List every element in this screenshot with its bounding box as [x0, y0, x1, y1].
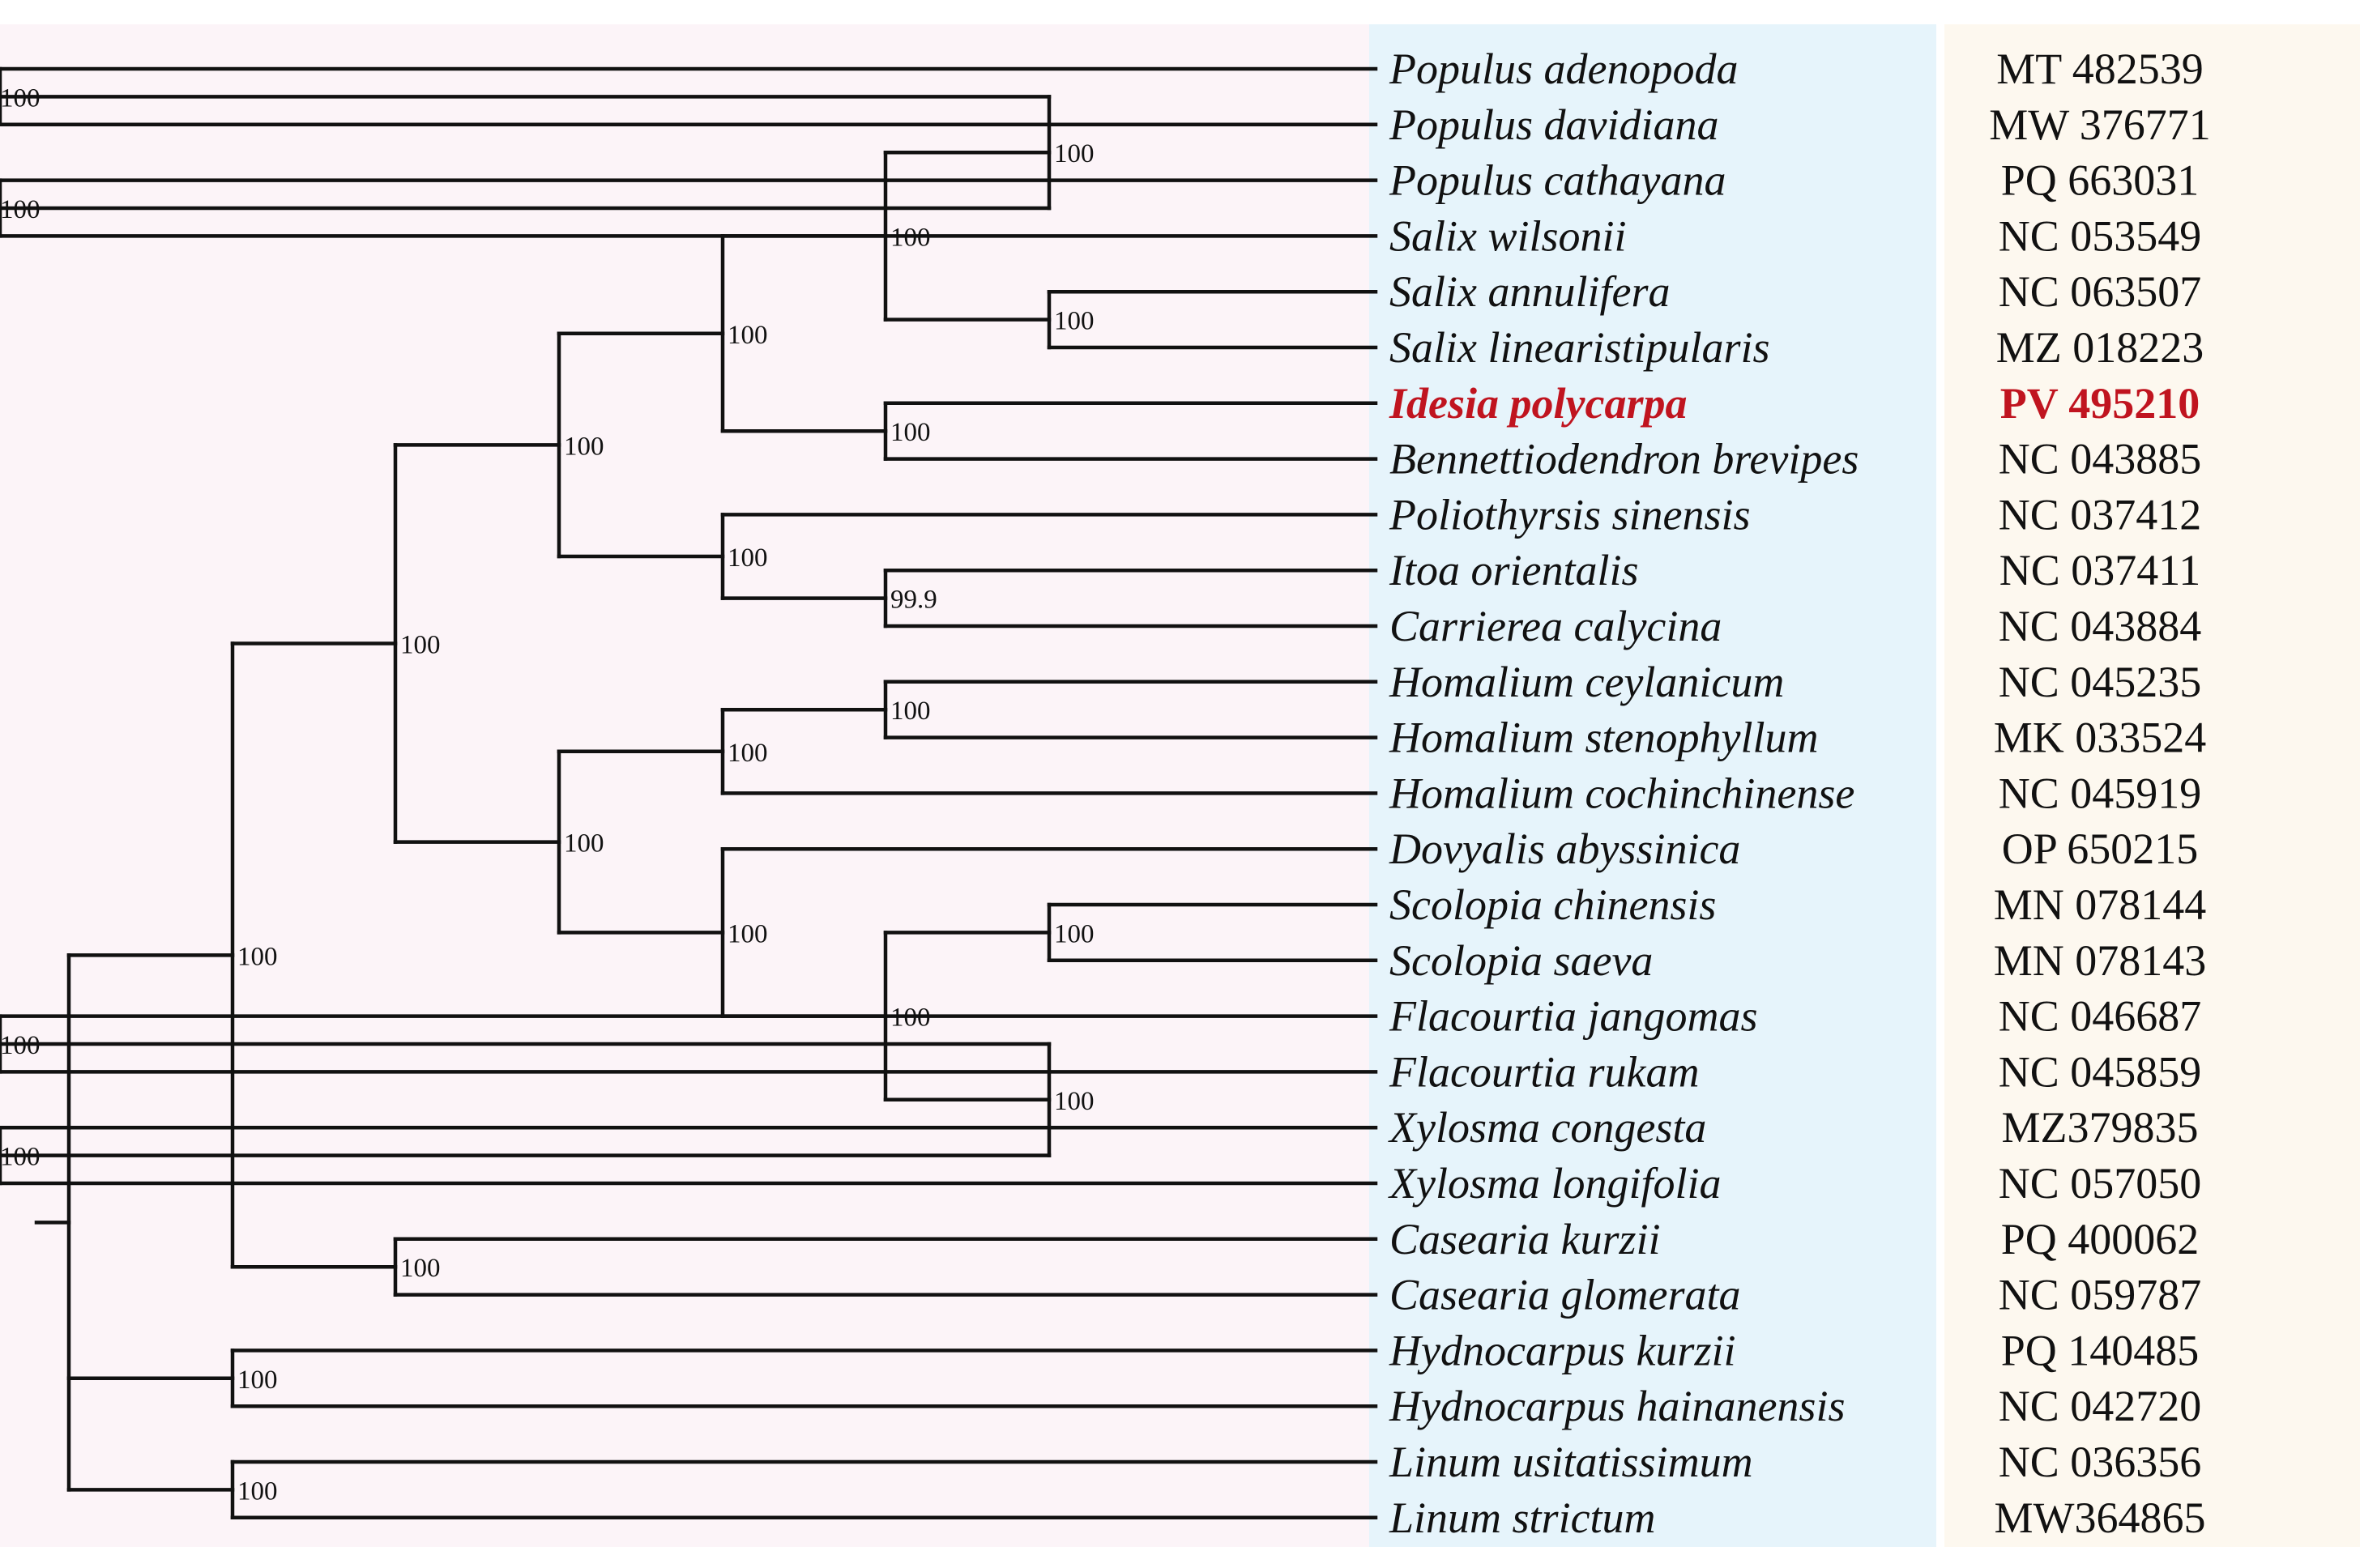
taxon-label: Bennettiodendron brevipes: [1389, 435, 1859, 484]
bootstrap-value: 100: [237, 1476, 278, 1506]
accession-label: PQ 663031: [2001, 156, 2200, 205]
taxon-label: Linum usitatissimum: [1389, 1438, 1753, 1486]
accession-label: NC 046687: [1999, 992, 2202, 1041]
accession-label: NC 043885: [1999, 435, 2202, 484]
accession-label: NC 053549: [1999, 211, 2202, 260]
bootstrap-value: 100: [237, 942, 278, 971]
taxon-label: Itoa orientalis: [1389, 546, 1639, 594]
accession-label: MW364865: [1995, 1493, 2206, 1542]
bootstrap-value: 100: [400, 631, 441, 660]
taxon-label: Hydnocarpus hainanensis: [1389, 1382, 1845, 1430]
bootstrap-value: 99.9: [890, 586, 937, 615]
taxon-label: Populus davidiana: [1389, 100, 1718, 149]
taxon-label: Homalium cochinchinense: [1389, 769, 1854, 817]
bootstrap-value: 100: [0, 1031, 41, 1060]
accession-label: NC 037411: [1999, 546, 2201, 594]
accession-panel-background: [1944, 24, 2360, 1547]
taxon-label: Poliothyrsis sinensis: [1389, 490, 1751, 539]
accession-label: NC 045235: [1999, 658, 2202, 706]
accession-label: MN 078144: [1994, 880, 2207, 929]
bootstrap-value: 100: [564, 829, 604, 859]
taxon-label: Linum strictum: [1389, 1493, 1656, 1542]
bootstrap-value: 100: [564, 432, 604, 461]
accession-label: MZ379835: [2002, 1103, 2199, 1152]
taxa-panel-background: [1369, 24, 1936, 1547]
bootstrap-value: 100: [890, 223, 931, 252]
bootstrap-value: 100: [728, 321, 768, 350]
taxon-label: Carrierea calycina: [1389, 602, 1722, 650]
bootstrap-value: 100: [1054, 1087, 1095, 1116]
accession-label: NC 057050: [1999, 1159, 2202, 1208]
taxon-labels: Populus adenopoda Populus davidiana Populu…: [1388, 45, 1859, 1542]
taxon-label: Xylosma longifolia: [1388, 1159, 1721, 1208]
accession-label: PV 495210: [2000, 379, 2200, 428]
accession-label: NC 042720: [1999, 1382, 2202, 1430]
accession-label: MT 482539: [1996, 45, 2204, 93]
taxon-label: Casearia glomerata: [1389, 1271, 1741, 1319]
taxon-label: Hydnocarpus kurzii: [1389, 1326, 1735, 1374]
taxon-label: Salix linearistipularis: [1389, 323, 1770, 372]
taxon-label: Idesia polycarpa: [1389, 379, 1687, 428]
accession-label: MZ 018223: [1996, 323, 2204, 372]
tree-branches: [0, 66, 1378, 1520]
accession-label: PQ 140485: [2001, 1326, 2200, 1374]
accession-labels: MT 482539 MW 376771 PQ 663031 NC 053549 NC 0…: [1989, 45, 2211, 1542]
bootstrap-value: 100: [890, 1003, 931, 1033]
accession-label: MW 376771: [1989, 100, 2211, 149]
bootstrap-value: 100: [890, 697, 931, 726]
accession-label: NC 063507: [1999, 267, 2202, 316]
taxon-label: Salix annulifera: [1389, 267, 1670, 316]
taxon-label: Salix wilsonii: [1389, 211, 1627, 260]
bootstrap-value: 100: [237, 1366, 278, 1395]
bootstrap-value: 100: [1054, 307, 1095, 336]
accession-label: MN 078143: [1994, 936, 2207, 985]
bootstrap-value: 100: [728, 919, 768, 948]
accession-label: OP 650215: [2002, 824, 2199, 873]
taxon-label: Flacourtia rukam: [1389, 1047, 1699, 1096]
bootstrap-value: 100: [0, 1143, 41, 1172]
bootstrap-labels: 100 100 100 100 100 100 100 99.9 100 100 100 100 100…: [0, 83, 1095, 1506]
accession-label: NC 036356: [1999, 1438, 2202, 1486]
taxon-label: Homalium ceylanicum: [1389, 658, 1784, 706]
accession-label: PQ 400062: [2001, 1215, 2200, 1263]
taxon-label: Scolopia chinensis: [1389, 880, 1716, 929]
accession-label: NC 037412: [1999, 490, 2202, 539]
taxon-label: Flacourtia jangomas: [1389, 992, 1758, 1041]
taxon-label: Xylosma congesta: [1388, 1103, 1706, 1152]
bootstrap-value: 100: [0, 195, 41, 224]
accession-label: NC 059787: [1999, 1271, 2202, 1319]
bootstrap-value: 100: [0, 83, 41, 113]
taxon-label: Homalium stenophyllum: [1389, 714, 1818, 762]
accession-label: NC 045919: [1999, 769, 2202, 817]
taxon-label: Scolopia saeva: [1389, 936, 1653, 985]
bootstrap-value: 100: [728, 543, 768, 573]
taxon-label: Casearia kurzii: [1389, 1215, 1661, 1263]
taxon-label: Dovyalis abyssinica: [1389, 824, 1740, 873]
accession-label: MK 033524: [1994, 714, 2207, 762]
bootstrap-value: 100: [1054, 919, 1095, 948]
taxon-label: Populus cathayana: [1389, 156, 1726, 205]
bootstrap-value: 100: [1054, 139, 1095, 168]
accession-label: NC 043884: [1999, 602, 2202, 650]
tree-panel-background: [0, 24, 1369, 1547]
accession-label: NC 045859: [1999, 1047, 2202, 1096]
taxon-label: Populus adenopoda: [1389, 45, 1738, 93]
bootstrap-value: 100: [400, 1254, 441, 1283]
bootstrap-value: 100: [890, 418, 931, 447]
bootstrap-value: 100: [728, 739, 768, 768]
